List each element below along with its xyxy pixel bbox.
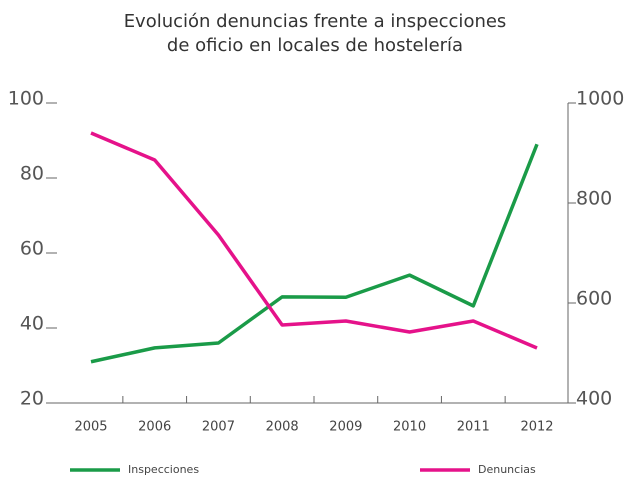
legend-label: Inspecciones	[128, 463, 199, 476]
y-tick-label: 60	[20, 238, 44, 260]
chart-title: Evolución denuncias frente a inspeccione…	[124, 11, 507, 32]
series-line	[90, 143, 539, 364]
y2-tick-label: 1000	[576, 88, 624, 110]
x-tick-label: 2008	[266, 420, 299, 435]
x-tick-label: 2009	[329, 420, 362, 435]
y-tick-label: 100	[8, 88, 44, 110]
x-tick-label: 2010	[393, 420, 426, 435]
legend-label: Denuncias	[478, 463, 536, 476]
y2-tick-label: 400	[576, 388, 612, 410]
series-line	[90, 131, 538, 350]
y-tick-label: 20	[20, 388, 44, 410]
y2-tick-label: 800	[576, 188, 612, 210]
x-tick-label: 2012	[520, 420, 553, 435]
x-tick-label: 2007	[202, 420, 235, 435]
y2-tick-label: 600	[576, 288, 612, 310]
x-tick-label: 2006	[138, 420, 171, 435]
x-tick-label: 2005	[74, 420, 107, 435]
x-tick-label: 2011	[457, 420, 490, 435]
chart-title: de oficio en locales de hostelería	[167, 35, 463, 56]
y-tick-label: 80	[20, 163, 44, 185]
y-tick-label: 40	[20, 313, 44, 335]
